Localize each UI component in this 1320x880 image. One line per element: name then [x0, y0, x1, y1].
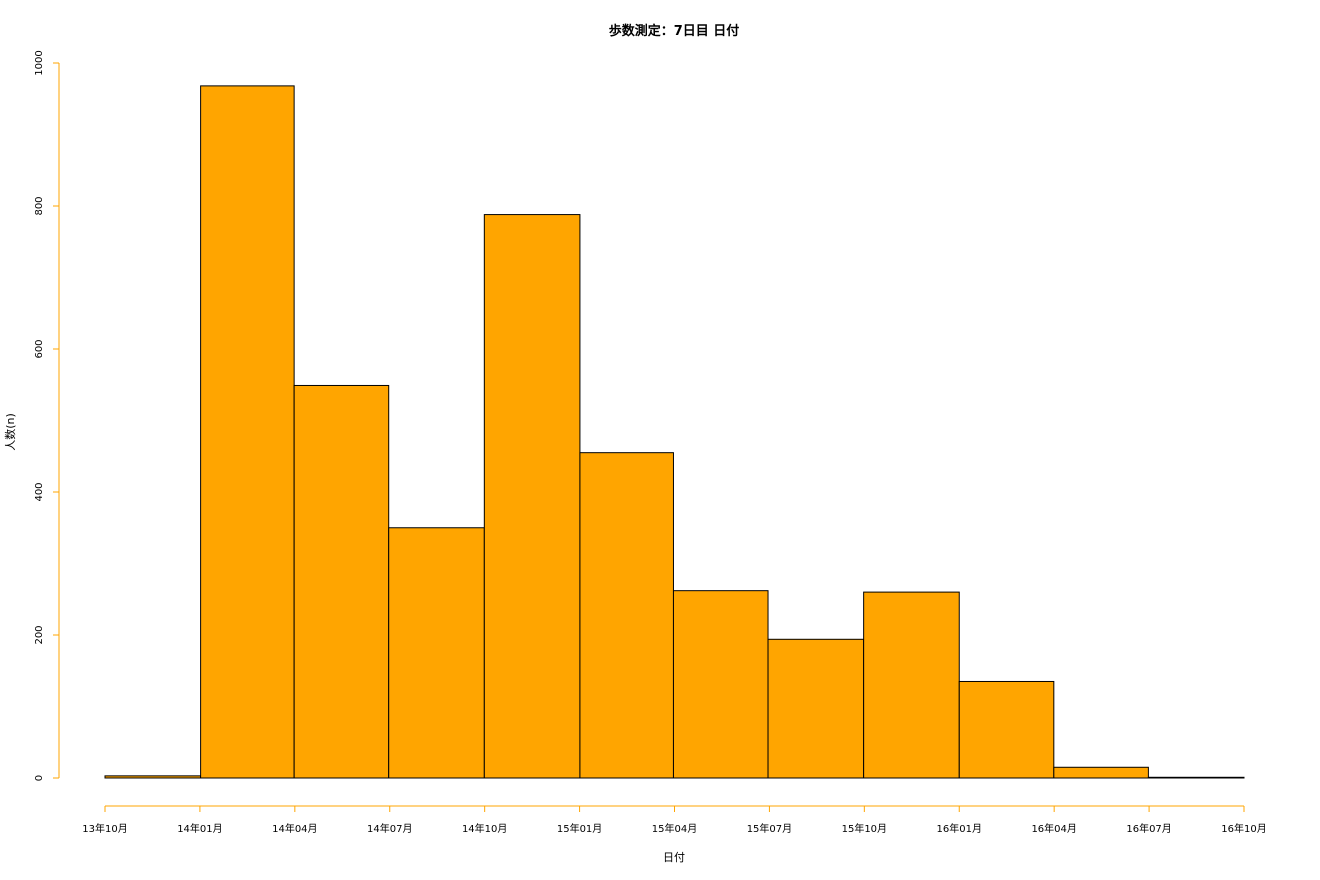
histogram-bar	[104, 775, 202, 779]
histogram-bar	[1147, 776, 1245, 779]
histogram-bar	[579, 452, 674, 779]
y-tick-label: 600	[34, 339, 45, 358]
x-tick-label: 16年04月	[1031, 822, 1076, 835]
histogram-bar	[863, 591, 960, 779]
y-axis: 0 200 400 600 800 1000	[34, 50, 60, 781]
x-tick-label: 15年10月	[842, 822, 887, 835]
y-tick-label: 800	[34, 196, 45, 215]
y-axis-label: 人数(n)	[4, 413, 17, 451]
y-tick-label: 400	[34, 482, 45, 501]
x-tick-label: 15年01月	[557, 822, 602, 835]
histogram-bar	[200, 85, 295, 779]
bars	[104, 85, 1245, 779]
y-tick-label: 200	[34, 625, 45, 644]
histogram-bar	[388, 527, 485, 779]
histogram-bar	[767, 638, 865, 779]
x-tick-label: 14年10月	[462, 822, 507, 835]
x-tick-label: 14年07月	[367, 822, 412, 835]
x-tick-label: 15年04月	[652, 822, 697, 835]
x-axis-label: 日付	[663, 851, 685, 864]
x-tick-label: 14年04月	[272, 822, 317, 835]
histogram-bar	[293, 384, 390, 779]
x-tick-label: 16年01月	[937, 822, 982, 835]
chart-title: 歩数測定：7日目 日付	[609, 23, 740, 39]
x-axis: 13年10月 14年01月 14年04月 14年07月 14年10月 15年01月 15年0…	[82, 805, 1267, 835]
y-tick-label: 0	[34, 775, 45, 781]
y-tick-label: 1000	[34, 50, 45, 75]
histogram-bar	[672, 590, 769, 779]
histogram-bar	[483, 214, 581, 779]
x-tick-label: 13年10月	[82, 822, 127, 835]
x-tick-label: 16年10月	[1221, 822, 1266, 835]
histogram-bar	[958, 680, 1055, 779]
x-tick-label: 16年07月	[1126, 822, 1171, 835]
histogram-bar	[1053, 766, 1149, 779]
x-tick-label: 15年07月	[747, 822, 792, 835]
x-tick-label: 14年01月	[177, 822, 222, 835]
